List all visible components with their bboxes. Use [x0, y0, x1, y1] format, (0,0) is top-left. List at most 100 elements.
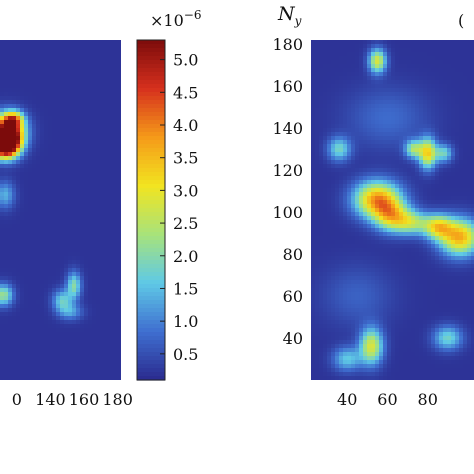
heatmap-cell: [371, 208, 376, 213]
heatmap-cell: [367, 188, 372, 193]
heatmap-cell: [100, 296, 105, 301]
heatmap-cell: [88, 172, 93, 177]
heatmap-cell: [8, 188, 13, 193]
heatmap-cell: [387, 76, 392, 81]
heatmap-cell: [439, 224, 444, 229]
heatmap-cell: [52, 84, 57, 89]
heatmap-cell: [355, 88, 360, 93]
heatmap-cell: [375, 64, 380, 69]
heatmap-cell: [423, 168, 428, 173]
heatmap-cell: [64, 284, 69, 289]
heatmap-cell: [36, 284, 41, 289]
heatmap-cell: [435, 56, 440, 61]
heatmap-cell: [471, 72, 474, 77]
heatmap-cell: [28, 100, 33, 105]
heatmap-cell: [80, 320, 85, 325]
heatmap-cell: [120, 336, 121, 341]
heatmap-cell: [443, 44, 448, 49]
heatmap-cell: [371, 236, 376, 241]
heatmap-cell: [423, 56, 428, 61]
heatmap-cell: [120, 376, 121, 380]
heatmap-cell: [56, 196, 61, 201]
heatmap-cell: [76, 112, 81, 117]
heatmap-cell: [88, 352, 93, 357]
heatmap-cell: [447, 228, 452, 233]
heatmap-cell: [423, 220, 428, 225]
heatmap-cell: [76, 152, 81, 157]
colorbar-segment: [137, 72, 165, 77]
heatmap-cell: [443, 120, 448, 125]
heatmap-cell: [319, 256, 324, 261]
heatmap-cell: [451, 60, 456, 65]
heatmap-cell: [72, 336, 77, 341]
heatmap-cell: [403, 104, 408, 109]
heatmap-cell: [76, 356, 81, 361]
heatmap-cell: [447, 92, 452, 97]
heatmap-cell: [4, 40, 9, 45]
heatmap-cell: [68, 312, 73, 317]
heatmap-cell: [467, 92, 472, 97]
heatmap-cell: [72, 304, 77, 309]
heatmap-cell: [375, 232, 380, 237]
heatmap-cell: [443, 96, 448, 101]
heatmap-cell: [8, 232, 13, 237]
heatmap-cell: [44, 52, 49, 57]
heatmap-cell: [20, 236, 25, 241]
heatmap-cell: [88, 248, 93, 253]
heatmap-cell: [315, 252, 320, 257]
heatmap-cell: [28, 364, 33, 369]
heatmap-cell: [20, 256, 25, 261]
heatmap-cell: [335, 220, 340, 225]
heatmap-cell: [455, 240, 460, 245]
heatmap-cell: [36, 128, 41, 133]
heatmap-cell: [419, 56, 424, 61]
heatmap-cell: [331, 232, 336, 237]
heatmap-cell: [383, 120, 388, 125]
heatmap-cell: [72, 224, 77, 229]
heatmap-cell: [443, 136, 448, 141]
heatmap-cell: [64, 112, 69, 117]
heatmap-cell: [36, 84, 41, 89]
heatmap-cell: [431, 208, 436, 213]
heatmap-cell: [116, 148, 121, 153]
heatmap-cell: [88, 308, 93, 313]
heatmap-cell: [411, 208, 416, 213]
heatmap-cell: [8, 64, 13, 69]
heatmap-cell: [343, 84, 348, 89]
heatmap-cell: [359, 172, 364, 177]
heatmap-cell: [112, 276, 117, 281]
heatmap-cell: [20, 216, 25, 221]
heatmap-cell: [16, 144, 21, 149]
heatmap-cell: [315, 60, 320, 65]
left-x-tick-label: 0: [12, 390, 22, 409]
heatmap-cell: [88, 208, 93, 213]
heatmap-cell: [323, 80, 328, 85]
heatmap-cell: [447, 160, 452, 165]
heatmap-cell: [12, 188, 17, 193]
heatmap-cell: [451, 228, 456, 233]
heatmap-cell: [423, 204, 428, 209]
heatmap-cell: [72, 48, 77, 53]
heatmap-cell: [319, 88, 324, 93]
heatmap-cell: [36, 308, 41, 313]
heatmap-cell: [24, 136, 29, 141]
heatmap-cell: [60, 64, 65, 69]
heatmap-cell: [355, 200, 360, 205]
heatmap-cell: [0, 248, 5, 253]
heatmap-cell: [387, 116, 392, 121]
heatmap-cell: [92, 80, 97, 85]
heatmap-cell: [64, 116, 69, 121]
heatmap-cell: [100, 328, 105, 333]
heatmap-cell: [367, 128, 372, 133]
heatmap-cell: [112, 236, 117, 241]
heatmap-cell: [88, 96, 93, 101]
heatmap-cell: [60, 352, 65, 357]
heatmap-cell: [16, 288, 21, 293]
heatmap-cell: [339, 164, 344, 169]
heatmap-cell: [351, 132, 356, 137]
heatmap-cell: [399, 56, 404, 61]
heatmap-cell: [104, 152, 109, 157]
heatmap-cell: [379, 208, 384, 213]
heatmap-cell: [72, 276, 77, 281]
heatmap-cell: [339, 140, 344, 145]
